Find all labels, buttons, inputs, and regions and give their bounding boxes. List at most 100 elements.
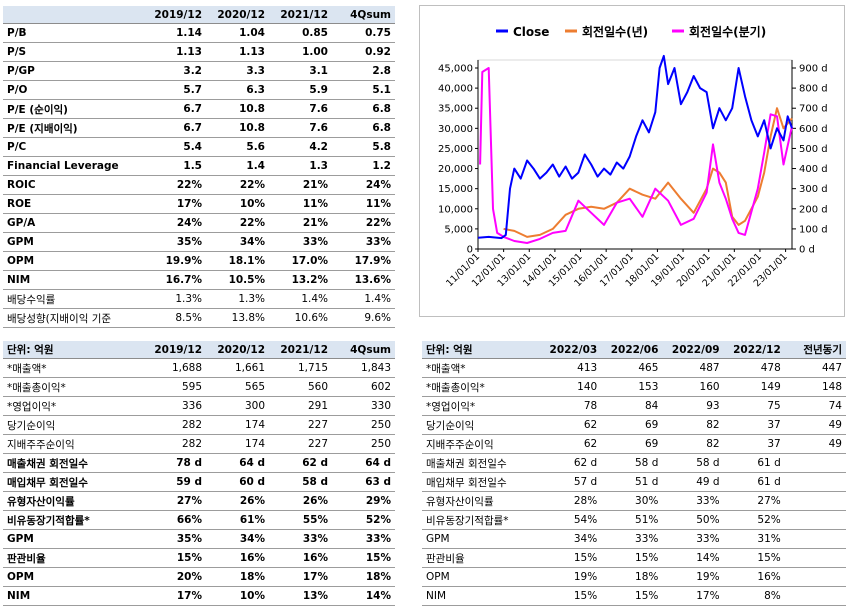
table-cell: 31% — [723, 529, 785, 549]
table-cell: 17% — [269, 567, 332, 587]
table-cell: 565 — [206, 377, 269, 397]
table-row: OPM 19% 18% 19% 16% — [422, 567, 846, 587]
row-label: 매입채무 회전일수 — [422, 472, 540, 492]
table-cell: 50% — [662, 510, 724, 530]
table-row: ROIC 22% 22% 21% 24% — [3, 175, 395, 195]
table-cell: 16% — [269, 548, 332, 568]
table-cell: 282 — [143, 415, 206, 435]
table-cell: 18% — [206, 567, 269, 587]
table-cell: 3.1 — [269, 61, 332, 81]
table-cell: 33% — [601, 529, 663, 549]
table-cell: 413 — [540, 358, 602, 378]
table-cell: 595 — [143, 377, 206, 397]
table-cell: 17.0% — [269, 251, 332, 271]
table-cell: 487 — [662, 358, 724, 378]
y-left-tick-label: 0 — [467, 245, 473, 256]
table-cell: 64 d — [206, 453, 269, 473]
table-cell: 11% — [332, 194, 395, 214]
table-cell: 33% — [332, 529, 395, 549]
table-cell: 2.8 — [332, 61, 395, 81]
table-cell: 34% — [540, 529, 602, 549]
header-cell: 2022/06 — [601, 341, 663, 359]
table-row: P/GP 3.2 3.3 3.1 2.8 — [3, 61, 395, 81]
row-label: *매출액* — [3, 358, 143, 378]
table-cell: 16% — [723, 567, 785, 587]
header-cell: 4Qsum — [332, 6, 395, 24]
table-cell: 49 — [784, 434, 846, 454]
table-cell: 52% — [332, 510, 395, 530]
table-row: NIM 15% 15% 17% 8% — [422, 586, 846, 606]
table-cell: 6.8 — [332, 118, 395, 138]
row-label: GPM — [3, 232, 143, 252]
y-left-tick-label: 15,000 — [438, 184, 473, 195]
y-right-tick-label: 900 d — [799, 64, 828, 75]
table-cell: 16% — [206, 548, 269, 568]
table-row: *매출액* 1,688 1,661 1,715 1,843 — [3, 358, 395, 378]
row-label: OPM — [3, 567, 143, 587]
row-label: P/O — [3, 80, 143, 100]
row-label: P/E (순이익) — [3, 99, 143, 119]
table-cell: 17% — [143, 586, 206, 606]
table-row: GPM 35% 34% 33% 33% — [3, 529, 395, 549]
table-cell: 27% — [723, 491, 785, 511]
table-cell: 6.3 — [206, 80, 269, 100]
table-cell: 1.13 — [206, 42, 269, 62]
table-cell — [784, 548, 846, 568]
table-cell: 6.7 — [143, 118, 206, 138]
table-cell: 69 — [601, 415, 663, 435]
row-label: 유형자산이익률 — [422, 491, 540, 511]
row-label: 유형자산이익률 — [3, 491, 143, 511]
table-cell: 58 d — [269, 472, 332, 492]
table-cell: 15% — [143, 548, 206, 568]
y-right-tick-label: 400 d — [799, 164, 828, 175]
table-cell: 1,661 — [206, 358, 269, 378]
table-row: *매출총이익* 595 565 560 602 — [3, 377, 395, 397]
table-cell: 57 d — [540, 472, 602, 492]
quarterly-table: 단위: 억원 2022/03 2022/06 2022/09 2022/12 전… — [422, 341, 846, 606]
y-right-tick-label: 800 d — [799, 84, 828, 95]
row-label: P/GP — [3, 61, 143, 81]
table-cell: 1.4 — [206, 156, 269, 176]
table-cell: 13.8% — [206, 308, 269, 328]
table-cell: 17% — [143, 194, 206, 214]
table-cell: 62 — [540, 415, 602, 435]
table-cell: 82 — [662, 434, 724, 454]
table-cell: 1.2 — [332, 156, 395, 176]
table-cell: 78 — [540, 396, 602, 416]
header-cell: 단위: 억원 — [422, 341, 540, 359]
table-cell — [784, 586, 846, 606]
table-cell: 35% — [143, 232, 206, 252]
table-cell: 330 — [332, 396, 395, 416]
table-row: Financial Leverage 1.5 1.4 1.3 1.2 — [3, 156, 395, 176]
row-label: NIM — [3, 270, 143, 290]
table-cell: 59 d — [143, 472, 206, 492]
table-cell: 0.75 — [332, 23, 395, 43]
table-cell: 1.5 — [143, 156, 206, 176]
table-cell: 1.14 — [143, 23, 206, 43]
table-cell — [784, 567, 846, 587]
table-cell: 174 — [206, 415, 269, 435]
table-row: ROE 17% 10% 11% 11% — [3, 194, 395, 214]
row-label: GPM — [422, 529, 540, 549]
price-turnover-chart: 0 5,000 10,000 15,000 20,000 25,000 30,000 35,0… — [438, 24, 828, 289]
annual-table: 단위: 억원 2019/12 2020/12 2021/12 4Qsum *매출… — [3, 341, 395, 606]
table-row: 배당수익률 1.3% 1.3% 1.4% 1.4% — [3, 289, 395, 309]
table-row: 매입채무 회전일수 59 d 60 d 58 d 63 d — [3, 472, 395, 492]
table-cell: 7.6 — [269, 99, 332, 119]
table-cell: 5.9 — [269, 80, 332, 100]
table-cell: 5.8 — [332, 137, 395, 157]
table-row: GPM 35% 34% 33% 33% — [3, 232, 395, 252]
table-row: OPM 20% 18% 17% 18% — [3, 567, 395, 587]
table-cell: 19% — [662, 567, 724, 587]
header-cell: 2020/12 — [206, 341, 269, 359]
series-line-close — [477, 54, 793, 240]
row-label: 매출채권 회전일수 — [422, 453, 540, 473]
y-left-tick-label: 40,000 — [438, 84, 473, 95]
table-cell: 33% — [269, 529, 332, 549]
table-cell: 49 — [784, 415, 846, 435]
table-row: P/E (순이익) 6.7 10.8 7.6 6.8 — [3, 99, 395, 119]
table-cell: 160 — [662, 377, 724, 397]
y-left-tick-label: 5,000 — [444, 224, 473, 235]
legend-label-annual: 회전일수(년) — [582, 24, 648, 39]
table-cell: 10.8 — [206, 99, 269, 119]
